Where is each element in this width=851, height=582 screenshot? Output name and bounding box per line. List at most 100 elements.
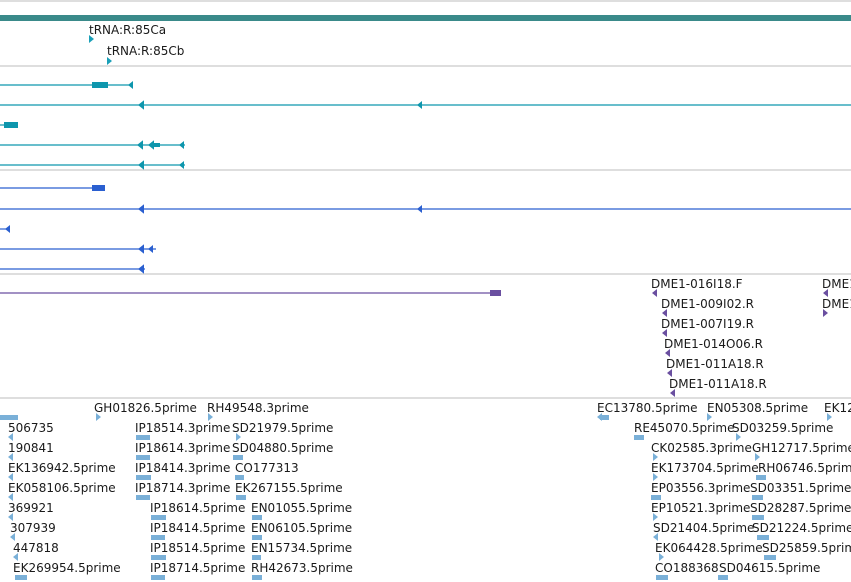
est-label[interactable]: 447818 bbox=[13, 541, 59, 555]
strand-arrow[interactable] bbox=[417, 101, 422, 109]
insertion-label[interactable]: DME1-009I02.R bbox=[661, 297, 755, 311]
est-feature[interactable] bbox=[600, 415, 609, 420]
est-label[interactable]: EP03556.3prime bbox=[651, 481, 751, 495]
insertion-marker[interactable] bbox=[665, 349, 670, 357]
est-label[interactable]: EN06105.5prime bbox=[251, 521, 353, 535]
est-feature[interactable] bbox=[151, 555, 166, 560]
clone-end[interactable] bbox=[490, 290, 501, 296]
insertion-label[interactable]: DME1-007I19.R bbox=[661, 317, 755, 331]
est-feature[interactable] bbox=[651, 495, 661, 500]
est-label[interactable]: GH01826.5prime bbox=[94, 401, 197, 415]
est-feature[interactable] bbox=[653, 513, 658, 521]
insertion-label[interactable]: DME1 bbox=[822, 277, 851, 291]
insertion-label[interactable]: DME1-011A18.R bbox=[666, 357, 764, 371]
insertion-marker[interactable] bbox=[823, 309, 828, 317]
est-feature[interactable] bbox=[756, 475, 766, 480]
est-feature[interactable] bbox=[208, 413, 213, 421]
exon-block[interactable] bbox=[92, 185, 105, 191]
est-label[interactable]: IP18414.5prime bbox=[150, 521, 246, 535]
est-label[interactable]: SD21979.5prime bbox=[232, 421, 334, 435]
est-label[interactable]: EK267155.5prime bbox=[235, 481, 343, 495]
est-feature[interactable] bbox=[151, 575, 165, 580]
est-label[interactable]: CK02585.3prime bbox=[651, 441, 752, 455]
est-feature[interactable] bbox=[96, 413, 101, 421]
est-label[interactable]: RE45070.5prime bbox=[634, 421, 735, 435]
strand-arrow[interactable] bbox=[138, 244, 144, 254]
est-feature[interactable] bbox=[236, 495, 246, 500]
est-label[interactable]: RH06746.5prime bbox=[758, 461, 851, 475]
est-label[interactable]: 307939 bbox=[10, 521, 56, 535]
exon-block[interactable] bbox=[4, 122, 18, 128]
est-feature[interactable] bbox=[136, 475, 151, 480]
trna-label[interactable]: tRNA:R:85Ca bbox=[89, 23, 167, 37]
est-label[interactable]: RH49548.3prime bbox=[207, 401, 309, 415]
est-feature[interactable] bbox=[757, 535, 769, 540]
insertion-marker[interactable] bbox=[662, 329, 667, 337]
est-feature[interactable] bbox=[736, 433, 741, 441]
est-label[interactable]: EN01055.5prime bbox=[251, 501, 353, 515]
trna-feature[interactable] bbox=[89, 35, 94, 43]
est-label[interactable]: CO177313 bbox=[235, 461, 299, 475]
insertion-label[interactable]: DME1-011A18.R bbox=[669, 377, 767, 391]
est-feature[interactable] bbox=[659, 553, 664, 561]
est-label[interactable]: EK064428.5prime bbox=[655, 541, 763, 555]
est-feature[interactable] bbox=[252, 535, 262, 540]
est-label[interactable]: SD03351.5prime bbox=[750, 481, 851, 495]
est-feature[interactable] bbox=[10, 533, 15, 541]
strand-arrow[interactable] bbox=[138, 100, 144, 110]
strand-arrow[interactable] bbox=[138, 204, 144, 214]
est-feature[interactable] bbox=[634, 435, 644, 440]
est-label[interactable]: SD04615.5prime bbox=[719, 561, 821, 575]
est-label[interactable]: SD28287.5prime bbox=[750, 501, 851, 515]
est-label[interactable]: EC13780.5prime bbox=[597, 401, 698, 415]
strand-arrow[interactable] bbox=[128, 81, 133, 89]
est-label[interactable]: 369921 bbox=[8, 501, 54, 515]
strand-arrow[interactable] bbox=[148, 245, 153, 253]
est-label[interactable]: 506735 bbox=[8, 421, 54, 435]
est-feature[interactable] bbox=[653, 533, 658, 541]
est-label[interactable]: SD21224.5prime bbox=[752, 521, 851, 535]
est-label[interactable]: EP10521.3prime bbox=[651, 501, 751, 515]
strand-arrow[interactable] bbox=[148, 140, 154, 150]
est-feature[interactable] bbox=[8, 513, 13, 521]
est-feature[interactable] bbox=[653, 453, 658, 461]
est-feature[interactable] bbox=[136, 455, 150, 460]
exon-block[interactable] bbox=[92, 82, 108, 88]
insertion-marker[interactable] bbox=[670, 389, 675, 397]
est-feature[interactable] bbox=[252, 575, 262, 580]
est-feature[interactable] bbox=[233, 455, 243, 460]
trna-feature[interactable] bbox=[107, 57, 112, 65]
strand-arrow[interactable] bbox=[138, 264, 144, 274]
insertion-label[interactable]: DME1-016I18.F bbox=[651, 277, 743, 291]
est-label[interactable]: GH12717.5prime bbox=[752, 441, 851, 455]
trna-label[interactable]: tRNA:R:85Cb bbox=[107, 44, 185, 58]
est-feature[interactable] bbox=[15, 575, 27, 580]
est-label[interactable]: IP18414.3prime bbox=[135, 461, 231, 475]
est-label[interactable]: IP18514.5prime bbox=[150, 541, 246, 555]
est-label[interactable]: 190841 bbox=[8, 441, 54, 455]
est-feature[interactable] bbox=[151, 535, 165, 540]
est-feature[interactable] bbox=[656, 575, 668, 580]
est-feature[interactable] bbox=[136, 435, 150, 440]
est-feature[interactable] bbox=[752, 515, 764, 520]
est-label[interactable]: SD21404.5prime bbox=[653, 521, 755, 535]
est-feature[interactable] bbox=[653, 473, 658, 481]
est-label[interactable]: IP18514.3prime bbox=[135, 421, 231, 435]
scale-bar[interactable] bbox=[0, 15, 851, 21]
est-feature[interactable] bbox=[13, 553, 18, 561]
est-feature[interactable] bbox=[827, 413, 832, 421]
est-feature[interactable] bbox=[0, 415, 18, 420]
est-label[interactable]: IP18714.3prime bbox=[135, 481, 231, 495]
est-feature[interactable] bbox=[755, 453, 760, 461]
est-feature[interactable] bbox=[235, 475, 244, 480]
strand-arrow[interactable] bbox=[137, 140, 143, 150]
est-label[interactable]: SD25859.5prime bbox=[762, 541, 851, 555]
est-feature[interactable] bbox=[252, 555, 261, 560]
est-feature[interactable] bbox=[151, 515, 166, 520]
est-label[interactable]: CO188368 bbox=[655, 561, 719, 575]
est-feature[interactable] bbox=[8, 473, 13, 481]
est-feature[interactable] bbox=[8, 433, 13, 441]
strand-arrow[interactable] bbox=[179, 161, 184, 169]
est-label[interactable]: IP18714.5prime bbox=[150, 561, 246, 575]
